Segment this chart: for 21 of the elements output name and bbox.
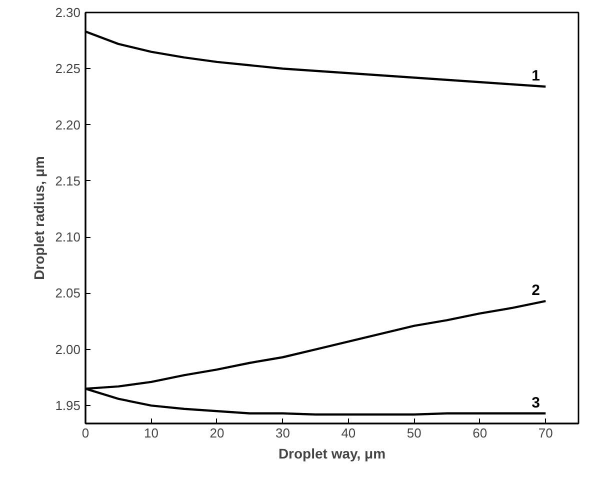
y-axis-title: Droplet radius, μm: [31, 156, 48, 280]
x-tick-label: 50: [406, 426, 422, 440]
x-tick-label: 10: [144, 426, 158, 440]
y-tick-label: 2.10: [55, 230, 81, 245]
x-tick-label: 0: [82, 426, 90, 440]
x-axis-title: Droplet way, μm: [278, 446, 386, 462]
x-tick-label: 20: [210, 426, 224, 440]
y-tick-label: 2.25: [55, 61, 81, 76]
y-tick-label: 2.15: [55, 173, 81, 188]
x-tick-label: 70: [538, 426, 553, 440]
x-tick-label: 40: [341, 426, 356, 440]
y-tick-label: 2.05: [55, 286, 81, 301]
x-tick-label: 60: [472, 426, 488, 440]
series-label: 3: [532, 394, 540, 412]
series-label: 2: [532, 282, 540, 300]
y-tick-label: 2.00: [55, 342, 81, 357]
x-tick-label: 30: [275, 426, 290, 440]
y-tick-label: 1.95: [55, 398, 81, 414]
y-tick-label: 2.30: [55, 5, 81, 20]
y-tick-label: 2.20: [55, 117, 81, 132]
series-label: 1: [532, 68, 540, 85]
